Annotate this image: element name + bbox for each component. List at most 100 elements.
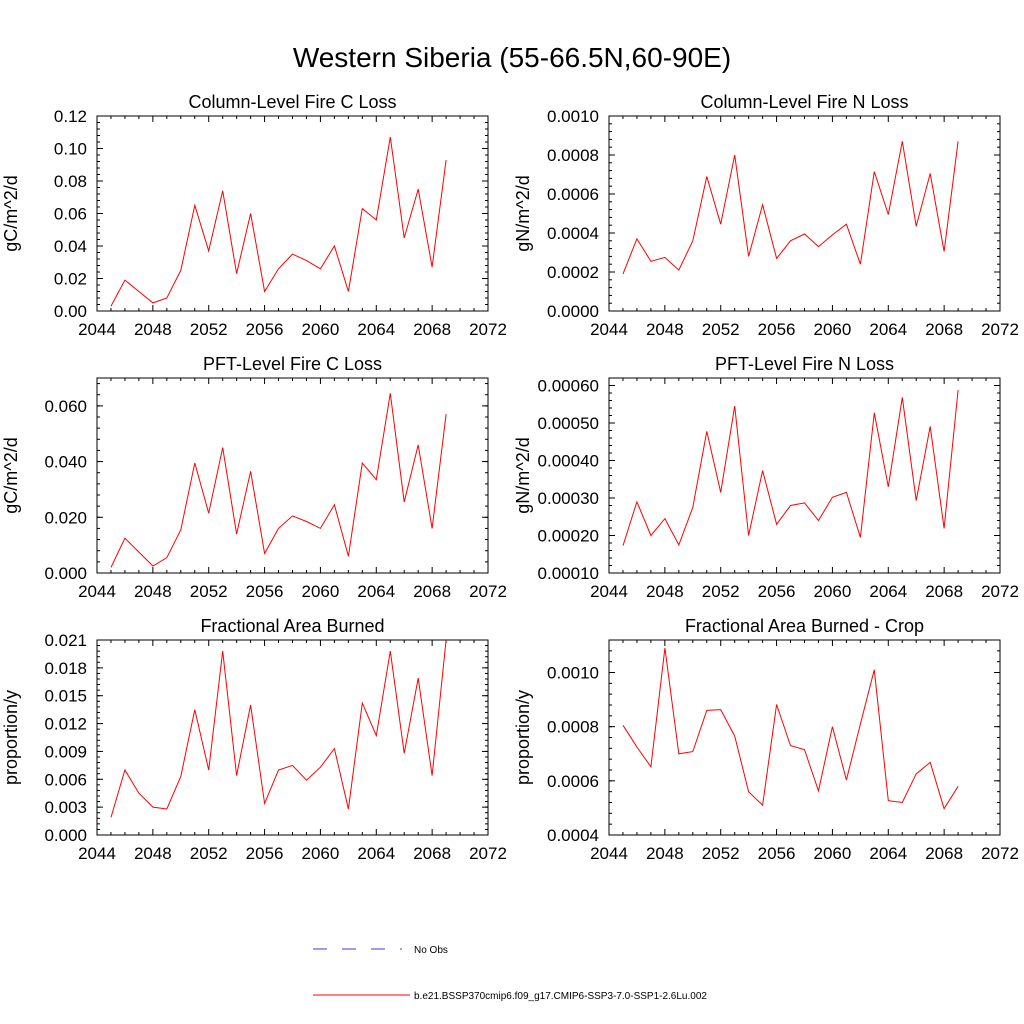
y-tick-label: 0.0010 <box>547 664 599 683</box>
y-axis-label: gN/m^2/d <box>513 437 533 513</box>
x-tick-label: 2060 <box>302 582 340 601</box>
y-tick-label: 0.006 <box>44 770 87 789</box>
panel-title: PFT-Level Fire C Loss <box>203 354 382 374</box>
panel-title: Fractional Area Burned - Crop <box>685 616 924 636</box>
x-tick-label: 2060 <box>814 582 852 601</box>
y-axis-label: gC/m^2/d <box>1 437 21 513</box>
series-line <box>622 648 959 810</box>
y-tick-label: 0.0006 <box>547 772 599 791</box>
y-tick-label: 0.00020 <box>538 527 599 546</box>
y-tick-label: 0.009 <box>44 742 87 761</box>
y-tick-label: 0.0010 <box>547 107 599 126</box>
y-tick-label: 0.06 <box>54 205 87 224</box>
x-tick-label: 2064 <box>357 844 395 863</box>
x-tick-label: 2044 <box>78 320 116 339</box>
y-axis-label: proportion/y <box>1 690 21 785</box>
x-tick-label: 2064 <box>869 320 907 339</box>
panel-6: 2044 2048 2052 2056 2060 2064 2068 2072 0.0004 0.… <box>513 616 1019 863</box>
x-tick-label: 2056 <box>246 844 284 863</box>
x-tick-label: 2056 <box>758 844 796 863</box>
panel-title: PFT-Level Fire N Loss <box>715 354 894 374</box>
x-tick-label: 2044 <box>590 582 628 601</box>
x-tick-label: 2052 <box>702 320 740 339</box>
y-tick-label: 0.04 <box>54 237 87 256</box>
x-tick-label: 2068 <box>413 320 451 339</box>
x-tick-label: 2064 <box>869 844 907 863</box>
series-line <box>110 137 447 307</box>
y-axis-label: gN/m^2/d <box>513 175 533 251</box>
y-tick-label: 0.10 <box>54 140 87 159</box>
panels: 2044 2048 2052 2056 2060 2064 2068 2072 0.00 0.02… <box>1 92 1019 863</box>
y-tick-label: 0.021 <box>44 631 87 650</box>
x-tick-label: 2060 <box>302 844 340 863</box>
legend-no-obs-label: No Obs <box>414 945 448 956</box>
y-tick-label: 0.00060 <box>538 377 599 396</box>
x-tick-label: 2064 <box>357 320 395 339</box>
x-tick-label: 2044 <box>590 320 628 339</box>
y-tick-label: 0.000 <box>44 564 87 583</box>
x-tick-label: 2048 <box>134 320 172 339</box>
panel-4: 2044 2048 2052 2056 2060 2064 2068 2072 0.00010 0… <box>513 354 1019 601</box>
x-tick-label: 2068 <box>413 844 451 863</box>
x-tick-label: 2072 <box>469 844 507 863</box>
series-line <box>622 389 959 547</box>
y-tick-label: 0.12 <box>54 107 87 126</box>
x-tick-label: 2048 <box>134 844 172 863</box>
x-tick-label: 2068 <box>925 582 963 601</box>
x-tick-label: 2052 <box>190 582 228 601</box>
x-tick-label: 2052 <box>190 844 228 863</box>
y-tick-label: 0.000 <box>44 826 87 845</box>
x-tick-label: 2056 <box>758 320 796 339</box>
series-line <box>110 639 447 818</box>
y-tick-label: 0.00 <box>54 302 87 321</box>
panel-2: 2044 2048 2052 2056 2060 2064 2068 2072 0.0000 0.… <box>513 92 1019 339</box>
panel-1: 2044 2048 2052 2056 2060 2064 2068 2072 0.00 0.02… <box>1 92 507 339</box>
y-tick-label: 0.0004 <box>547 224 599 243</box>
x-tick-label: 2060 <box>814 320 852 339</box>
y-tick-label: 0.015 <box>44 687 87 706</box>
x-tick-label: 2060 <box>814 844 852 863</box>
x-tick-label: 2068 <box>925 844 963 863</box>
y-tick-label: 0.0004 <box>547 826 599 845</box>
y-tick-label: 0.00040 <box>538 452 599 471</box>
y-tick-label: 0.060 <box>44 397 87 416</box>
panel-title: Column-Level Fire N Loss <box>700 92 908 112</box>
x-tick-label: 2044 <box>78 582 116 601</box>
y-tick-label: 0.018 <box>44 659 87 678</box>
y-axis-label: gC/m^2/d <box>1 175 21 251</box>
series-line <box>622 141 959 275</box>
x-tick-label: 2052 <box>702 582 740 601</box>
x-tick-label: 2048 <box>646 844 684 863</box>
panel-3: 2044 2048 2052 2056 2060 2064 2068 2072 0.000 0.0… <box>1 354 507 601</box>
x-tick-label: 2056 <box>758 582 796 601</box>
x-tick-label: 2072 <box>981 320 1019 339</box>
x-tick-label: 2052 <box>190 320 228 339</box>
y-tick-label: 0.020 <box>44 508 87 527</box>
legend: No Obs b.e21.BSSP370cmip6.f09_g17.CMIP6-… <box>313 945 707 1002</box>
x-tick-label: 2048 <box>646 582 684 601</box>
x-tick-label: 2072 <box>469 582 507 601</box>
y-tick-label: 0.00030 <box>538 489 599 508</box>
x-tick-label: 2056 <box>246 582 284 601</box>
x-tick-label: 2044 <box>78 844 116 863</box>
x-tick-label: 2064 <box>869 582 907 601</box>
y-tick-label: 0.02 <box>54 270 87 289</box>
x-tick-label: 2044 <box>590 844 628 863</box>
figure-title: Western Siberia (55-66.5N,60-90E) <box>293 42 731 73</box>
y-tick-label: 0.012 <box>44 715 87 734</box>
series-line <box>110 393 447 568</box>
x-tick-label: 2048 <box>646 320 684 339</box>
x-tick-label: 2056 <box>246 320 284 339</box>
x-tick-label: 2052 <box>702 844 740 863</box>
x-tick-label: 2048 <box>134 582 172 601</box>
panel-title: Fractional Area Burned <box>200 616 384 636</box>
y-tick-label: 0.0000 <box>547 302 599 321</box>
x-tick-label: 2068 <box>925 320 963 339</box>
x-tick-label: 2072 <box>981 582 1019 601</box>
x-tick-label: 2064 <box>357 582 395 601</box>
panel-5: 2044 2048 2052 2056 2060 2064 2068 2072 0.000 0.0… <box>1 616 507 863</box>
y-tick-label: 0.0008 <box>547 718 599 737</box>
x-tick-label: 2072 <box>469 320 507 339</box>
legend-model-label: b.e21.BSSP370cmip6.f09_g17.CMIP6-SSP3-7.… <box>414 991 707 1002</box>
